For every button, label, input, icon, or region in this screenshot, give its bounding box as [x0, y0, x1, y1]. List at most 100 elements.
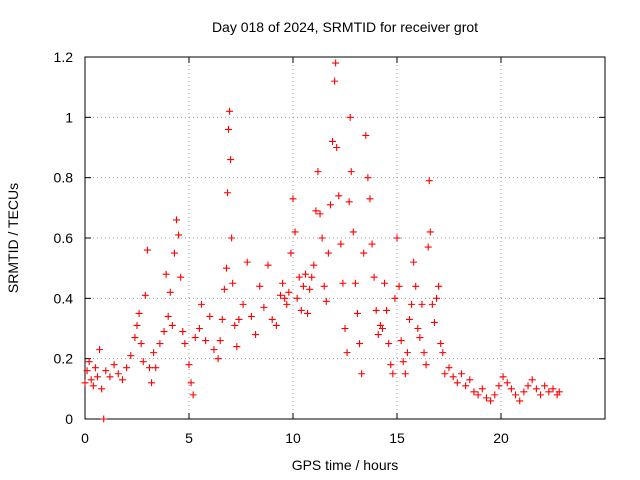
x-tick-label: 0 [81, 430, 89, 446]
data-point [343, 349, 351, 357]
data-point [449, 373, 457, 381]
data-point [285, 288, 293, 296]
data-point [195, 325, 203, 332]
data-point [329, 137, 337, 145]
data-point [482, 394, 490, 402]
data-point [341, 325, 349, 332]
data-point [312, 207, 320, 215]
data-point [349, 228, 357, 236]
data-point [260, 303, 268, 311]
data-point [503, 379, 511, 387]
data-point [179, 328, 187, 336]
data-point [378, 325, 386, 332]
data-point [353, 309, 361, 317]
data-point [346, 113, 354, 121]
data-point [145, 364, 153, 372]
data-point [524, 382, 532, 390]
data-point [499, 373, 507, 381]
data-point [277, 291, 285, 299]
data-point [225, 125, 233, 133]
data-point [335, 192, 343, 200]
data-point [85, 358, 93, 366]
data-point [337, 240, 345, 248]
data-point [98, 385, 106, 393]
data-point [141, 291, 149, 299]
data-point [545, 388, 553, 396]
data-point [441, 370, 449, 378]
data-point [177, 273, 185, 281]
data-point [537, 391, 545, 399]
x-tick-label: 20 [493, 430, 509, 446]
data-point [216, 337, 224, 345]
data-point [231, 321, 239, 329]
data-point [418, 300, 426, 308]
data-point [397, 337, 405, 345]
data-point [279, 279, 287, 287]
data-point [218, 315, 226, 323]
data-point [87, 376, 95, 384]
data-point [389, 370, 397, 378]
data-point [316, 210, 324, 218]
y-tick-label: 1.2 [54, 49, 74, 65]
data-point [297, 306, 305, 314]
data-point [106, 373, 114, 381]
data-point [401, 370, 409, 378]
data-point [222, 264, 230, 272]
data-point [127, 352, 135, 360]
data-point [424, 243, 432, 251]
data-point [322, 297, 330, 305]
data-point [351, 279, 359, 287]
data-point [96, 346, 104, 354]
data-point [512, 391, 520, 399]
data-point [412, 282, 420, 290]
x-axis-label: GPS time / hours [292, 457, 399, 473]
data-point [162, 270, 170, 278]
data-point [197, 300, 205, 308]
data-point [252, 331, 260, 339]
data-point [185, 361, 193, 369]
data-point [187, 379, 195, 387]
data-point [356, 340, 364, 348]
data-point [291, 228, 299, 236]
y-tick-label: 1 [65, 109, 73, 125]
data-point [362, 131, 370, 139]
data-point [308, 273, 316, 281]
data-point [306, 285, 314, 293]
data-point [226, 107, 234, 115]
data-point [425, 177, 433, 185]
data-point [314, 168, 322, 176]
data-point [110, 361, 118, 369]
data-point [426, 228, 434, 236]
data-point [368, 240, 376, 248]
data-point [381, 279, 389, 287]
data-point [457, 370, 465, 378]
data-point [435, 282, 443, 290]
data-point [516, 397, 524, 405]
data-point [235, 315, 243, 323]
data-point [227, 156, 235, 164]
data-point [175, 231, 183, 239]
data-point [243, 258, 251, 266]
data-point [410, 258, 418, 266]
data-point [135, 309, 143, 317]
data-point [247, 312, 255, 320]
data-point [139, 358, 147, 366]
data-point [310, 261, 318, 269]
data-point [374, 331, 382, 339]
data-point [528, 376, 536, 384]
data-point [256, 282, 264, 290]
data-point [168, 321, 176, 329]
data-point [206, 312, 214, 320]
data-point [93, 373, 101, 381]
grid-lines [85, 57, 605, 419]
x-tick-label: 5 [185, 430, 193, 446]
data-point [470, 388, 478, 396]
data-point [433, 294, 441, 302]
y-tick-label: 0 [65, 411, 73, 427]
data-point [414, 325, 422, 332]
data-point [395, 282, 403, 290]
data-point [264, 261, 272, 269]
data-point [268, 315, 276, 323]
data-point [495, 382, 503, 390]
